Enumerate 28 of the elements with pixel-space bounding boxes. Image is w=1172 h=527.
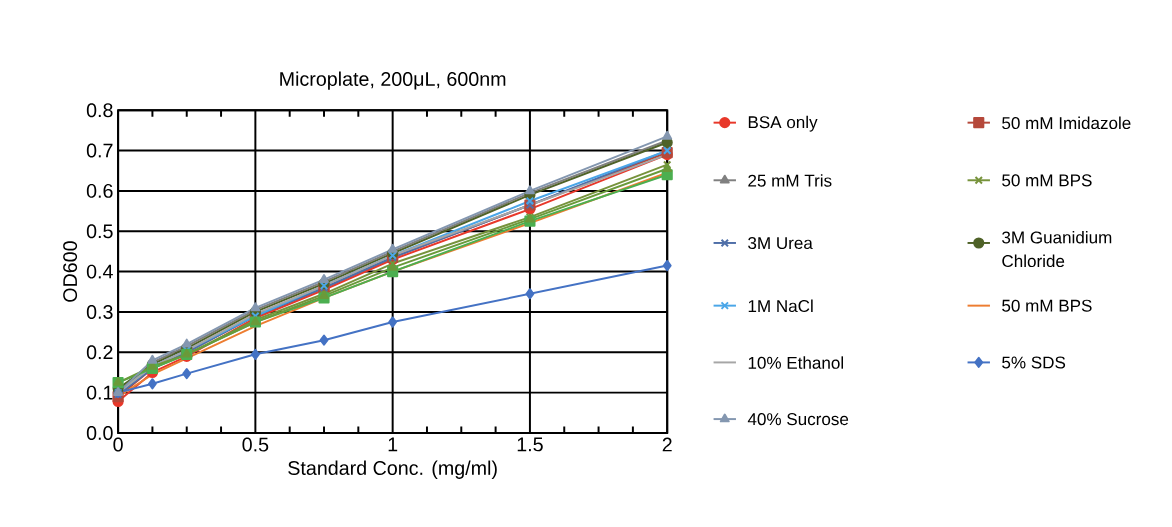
legend-label: 3M Urea <box>748 236 813 249</box>
legend-label: 50 mM Imidazole <box>1002 116 1131 129</box>
legend-label: 25 mM Tris <box>748 173 832 187</box>
x-tick-label: 2 <box>662 437 672 452</box>
legend-label: 5% SDS <box>1002 356 1066 369</box>
y-tick-label: 0.5 <box>86 224 113 238</box>
chart-title: Microplate, 200μL, 600nm <box>280 71 506 90</box>
y-tick-label: 0.8 <box>86 103 113 117</box>
x-tick-label: 1.5 <box>517 437 543 452</box>
y-tick-label: 0.1 <box>86 385 113 400</box>
legend-label: 50 mM BPS <box>1002 299 1092 312</box>
y-tick-label: 0.0 <box>86 425 113 440</box>
x-tick-label: 0.5 <box>242 437 269 452</box>
legend-label: BSA only <box>748 115 818 132</box>
y-tick-label: 0.3 <box>86 304 113 319</box>
x-tick-label: 1 <box>388 437 398 451</box>
y-tick-label: 0.4 <box>86 264 113 279</box>
legend-label: 3M Guanidium Chloride <box>1002 230 1112 267</box>
legend-label: 50 mM BPS <box>1002 174 1092 187</box>
y-axis-title: OD600 <box>63 240 78 302</box>
legend-label: 1M NaCl <box>748 299 813 312</box>
legend-label: 40% Sucrose <box>747 412 849 425</box>
x-tick-label: 0 <box>113 437 123 452</box>
y-tick-label: 0.2 <box>86 345 113 360</box>
y-tick-label: 0.7 <box>86 143 113 158</box>
y-tick-label: 0.6 <box>86 183 113 198</box>
x-axis-title: Standard Conc. (mg/ml) <box>288 460 497 479</box>
legend-label: 10% Ethanol <box>748 356 844 369</box>
